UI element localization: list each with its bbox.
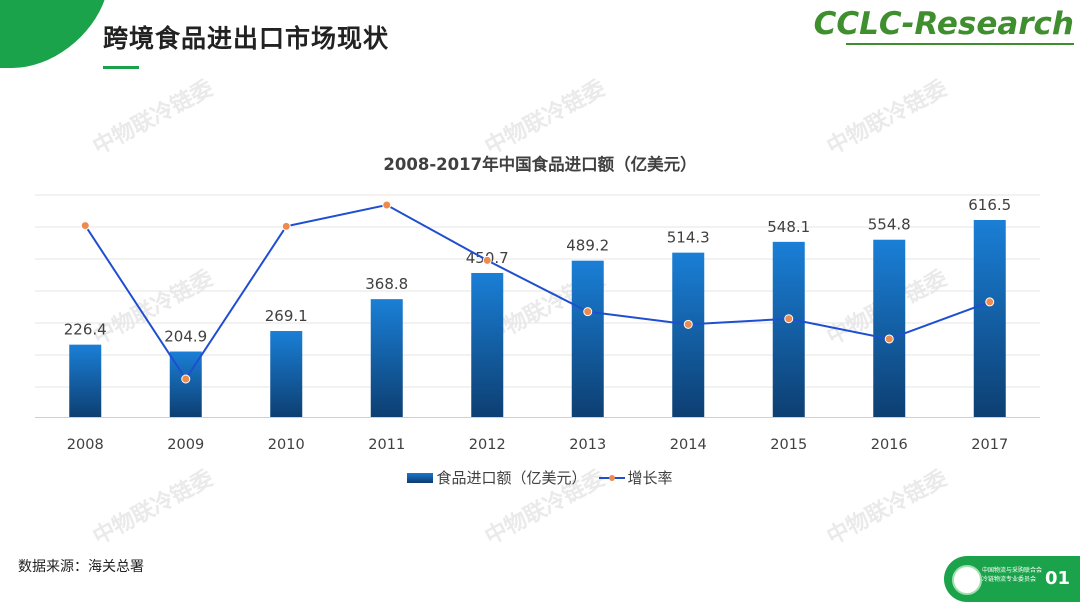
bar-legend-swatch <box>407 472 434 483</box>
bar <box>270 331 303 417</box>
x-tick-label: 2017 <box>971 437 1008 453</box>
x-tick-label: 2013 <box>569 437 606 453</box>
page-number: 01 <box>1044 568 1070 589</box>
bar-data-label: 204.9 <box>164 328 207 346</box>
title-underline <box>103 66 139 69</box>
bar <box>973 220 1006 417</box>
page-title: 跨境食品进出口市场现状 <box>103 24 390 53</box>
bar <box>471 272 504 417</box>
legend-item-bars: 食品进口额（亿美元） <box>407 467 587 488</box>
growth-rate-point <box>281 221 291 231</box>
line-legend-swatch <box>598 473 625 483</box>
bar-data-label: 269.1 <box>265 307 308 325</box>
x-axis: 2008 2009 2010 2011 2012 2013 2014 2015 2016 2017 <box>35 417 1040 453</box>
brand-logo-text: CCLC-Research <box>813 6 1074 42</box>
legend-label-bars: 食品进口额（亿美元） <box>436 469 587 487</box>
bar-data-label: 489.2 <box>566 237 609 255</box>
bar-data-label: 226.4 <box>64 321 107 339</box>
bar-data-label: 514.3 <box>667 229 710 247</box>
bar-series <box>69 220 1006 417</box>
legend-label-line: 增长率 <box>627 469 673 487</box>
chart-title: 2008-2017年中国食品进口额（亿美元） <box>383 155 697 174</box>
x-tick-label: 2015 <box>770 437 807 453</box>
bar-data-label: 368.8 <box>365 275 408 293</box>
bar <box>370 299 403 417</box>
org-name-line2: 冷链物流专业委员会 <box>982 576 1037 583</box>
growth-rate-point <box>784 314 794 324</box>
org-logo-icon <box>952 565 982 595</box>
legend: 食品进口额（亿美元） 增长率 <box>0 467 1080 488</box>
bar <box>772 241 805 417</box>
x-tick-label: 2009 <box>167 437 204 453</box>
x-tick-label: 2008 <box>67 437 104 453</box>
bar <box>69 344 102 417</box>
growth-rate-point <box>482 255 492 265</box>
growth-rate-point <box>985 297 995 307</box>
bar <box>873 239 906 417</box>
x-tick-label: 2016 <box>871 437 908 453</box>
data-source: 数据来源：海关总署 <box>18 559 144 575</box>
x-tick-label: 2010 <box>268 437 305 453</box>
bar-data-label: 548.1 <box>767 218 810 236</box>
org-name: 中国物流与采购联合会 冷链物流专业委员会 <box>982 566 1042 584</box>
data-labels: 226.4204.9269.1368.8450.7489.2514.3548.1… <box>64 196 1011 346</box>
org-name-line1: 中国物流与采购联合会 <box>982 567 1043 574</box>
x-tick-label: 2011 <box>368 437 405 453</box>
growth-rate-point <box>382 200 392 210</box>
growth-rate-point <box>181 374 191 384</box>
growth-rate-line <box>84 203 991 381</box>
line-series <box>80 200 995 384</box>
growth-rate-point <box>80 221 90 231</box>
bar <box>672 252 705 417</box>
growth-rate-point <box>583 307 593 317</box>
org-badge: 中国物流与采购联合会 冷链物流专业委员会 01 <box>944 556 1080 602</box>
bar <box>571 260 604 417</box>
x-tick-label: 2012 <box>469 437 506 453</box>
legend-item-line: 增长率 <box>598 467 673 488</box>
x-tick-label: 2014 <box>670 437 707 453</box>
brand-underline <box>846 43 1074 45</box>
bar-data-label: 554.8 <box>868 216 911 234</box>
bar-data-label: 616.5 <box>968 196 1011 214</box>
growth-rate-point <box>683 319 693 329</box>
growth-rate-point <box>884 334 894 344</box>
